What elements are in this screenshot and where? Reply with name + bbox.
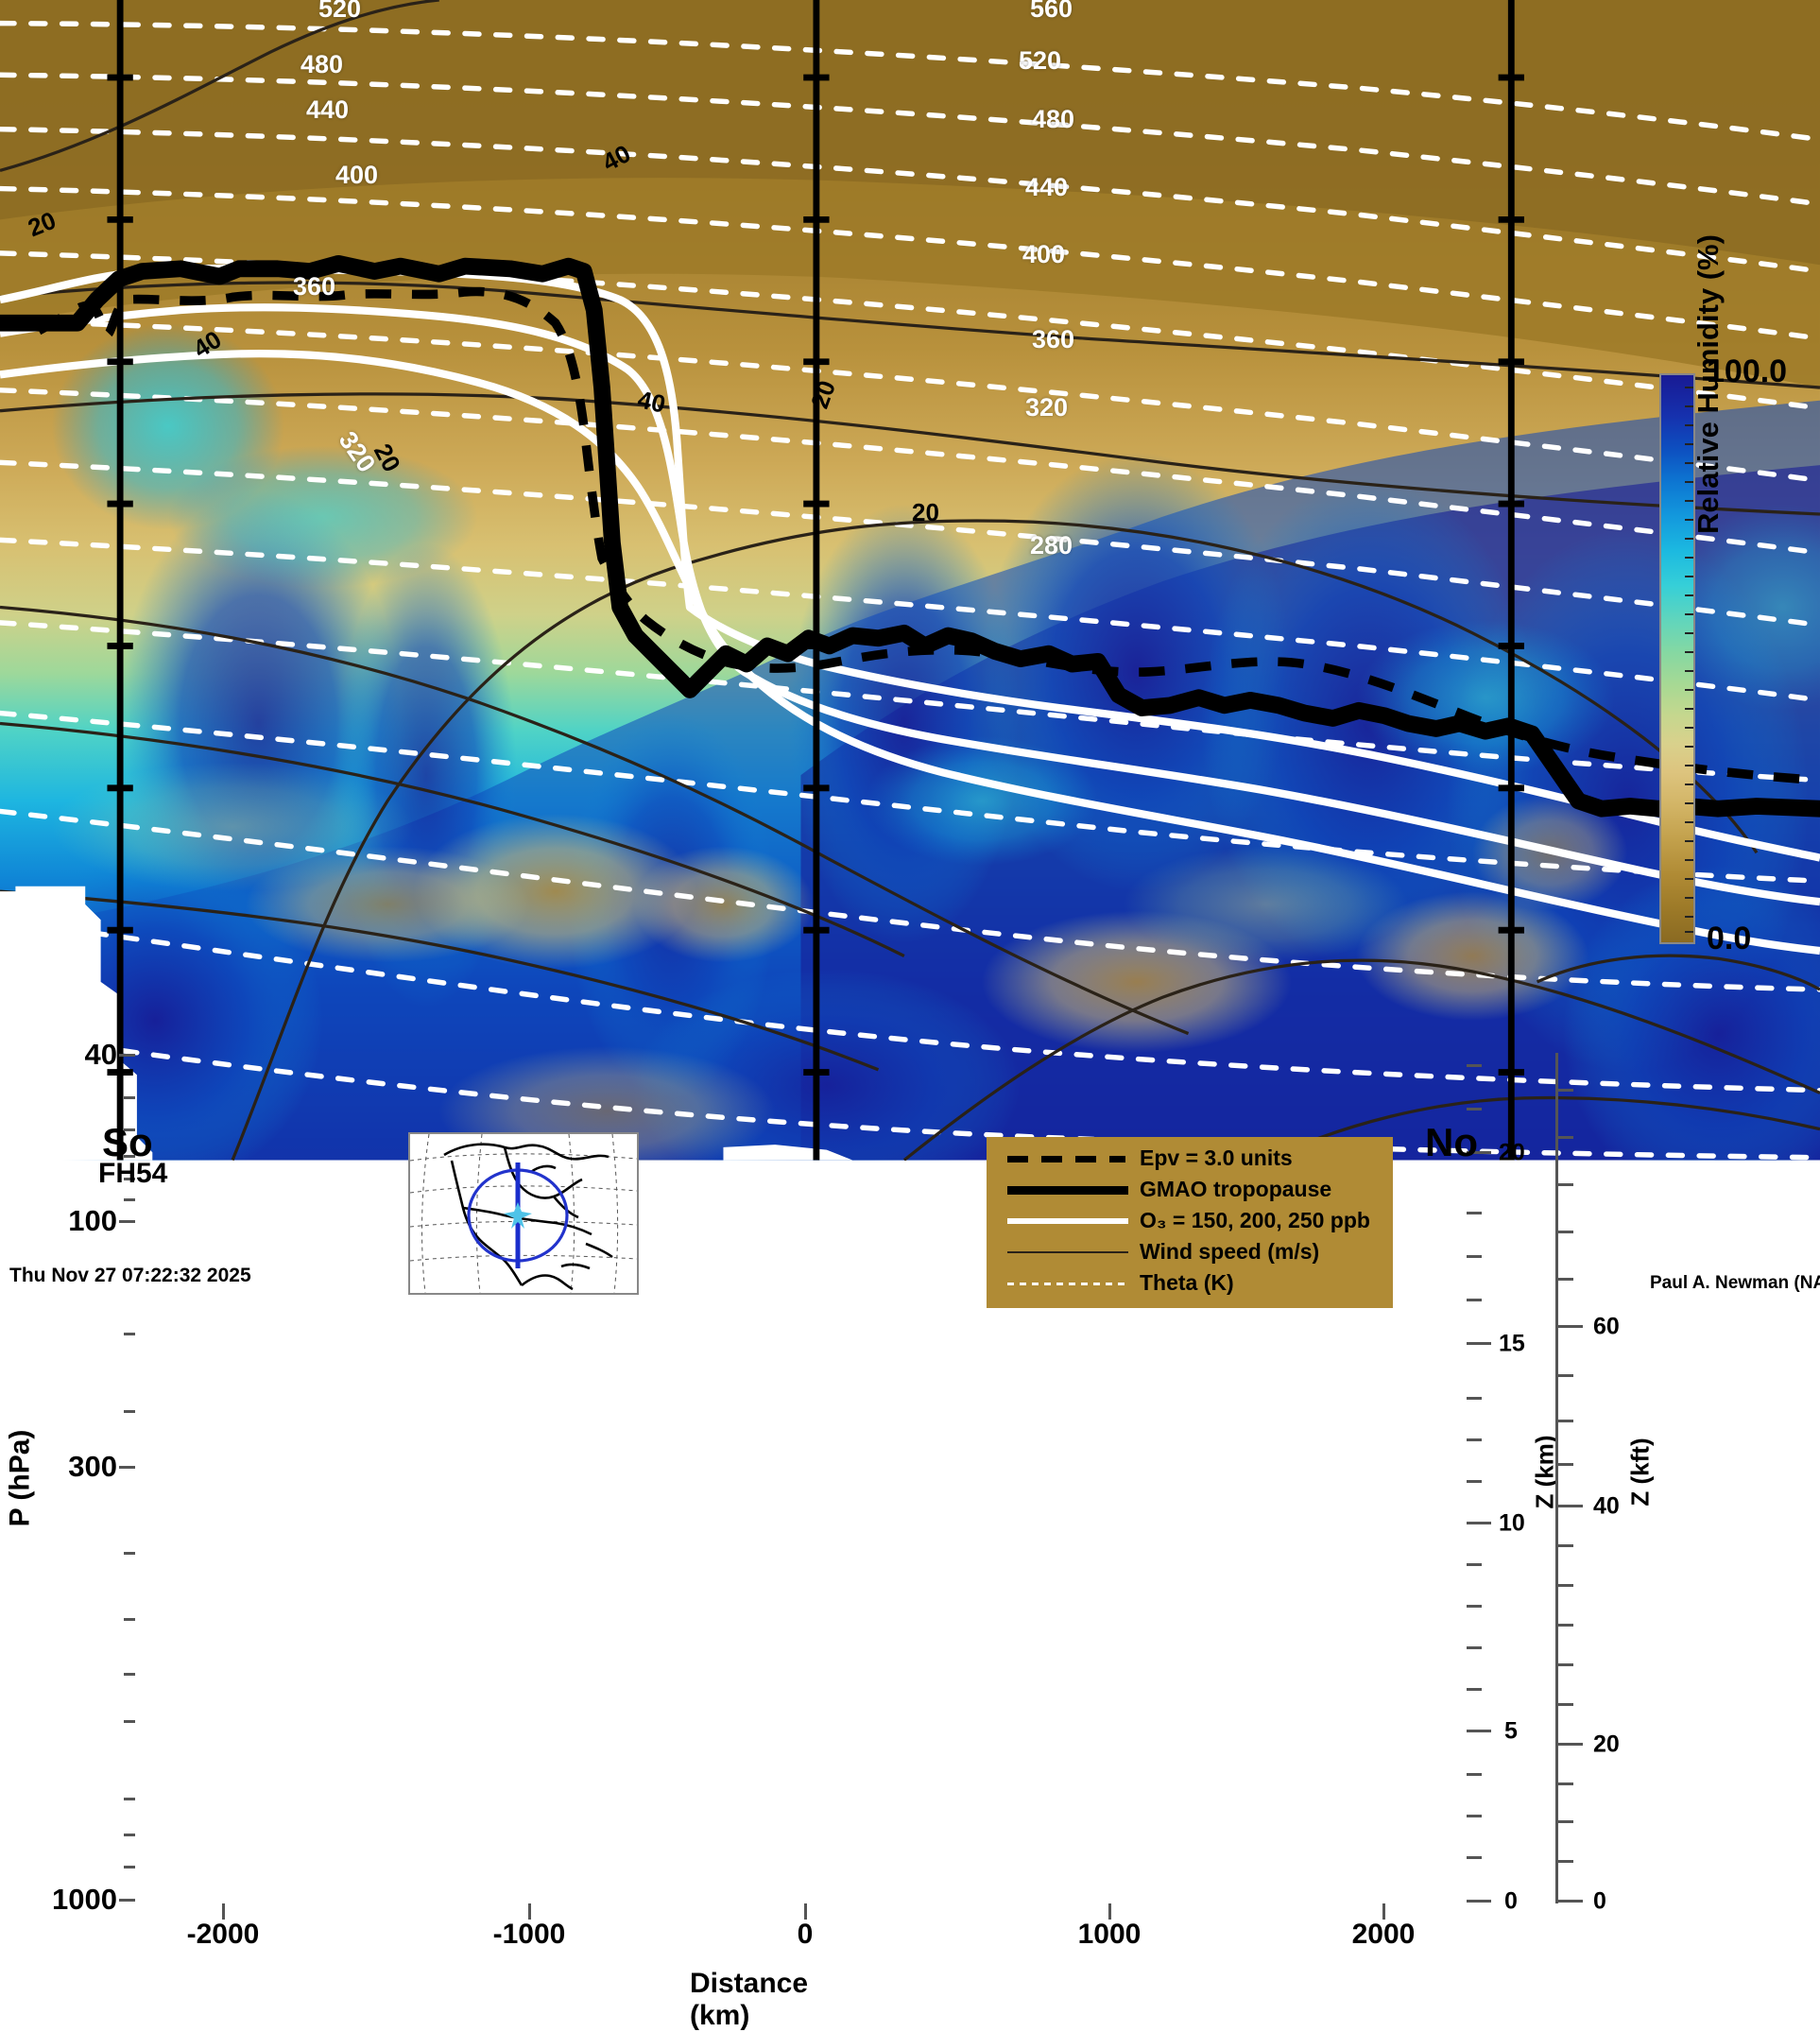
theta-label: 520 [318,0,362,23]
zkft-tick: 40 [1593,1492,1620,1520]
inset-location-map[interactable] [408,1132,639,1295]
inset-map-graphic [410,1134,637,1293]
white-dotted-line-icon [1007,1267,1140,1299]
north-endpoint-label: No [1425,1120,1478,1164]
x-tick: 0 [797,1919,814,1950]
theta-label: 400 [335,161,379,189]
legend-item-label: Theta (K) [1140,1270,1234,1295]
timestamp-label: Thu Nov 27 07:22:32 2025 [9,1265,251,1286]
zkm-tick: 5 [1504,1717,1518,1745]
white-line-icon [1007,1205,1140,1236]
legend-item: Wind speed (m/s) [987,1236,1393,1267]
p-tick: 40 [84,1038,117,1071]
p-tick: 100 [68,1204,117,1237]
theta-label: 480 [300,50,344,78]
theta-label: 480 [1032,105,1075,133]
theta-label: 280 [1030,531,1073,560]
theta-label: 440 [1025,173,1069,201]
p-tick: 1000 [52,1883,117,1916]
legend-item-label: Epv = 3.0 units [1140,1145,1293,1170]
theta-label: 520 [1019,46,1062,75]
transect-marker-lines [116,0,1515,1161]
wind-speed-contours [0,0,1820,1161]
x-tick: -2000 [186,1919,260,1950]
colorbar-max-label: 100.0 [1707,353,1788,389]
legend-item-label: O₃ = 150, 200, 250 ppb [1140,1208,1370,1232]
dashed-black-line-icon [1007,1143,1140,1174]
colorbar[interactable] [1659,373,1695,944]
zkm-tick: 0 [1504,1887,1518,1915]
legend-item: GMAO tropopause [987,1174,1393,1205]
gmao-tropopause [0,254,1820,818]
colorbar-title: Relative Humidity (%) [1691,234,1725,534]
legend-item: O₃ = 150, 200, 250 ppb [987,1205,1393,1236]
zkft-tick: 20 [1593,1731,1620,1758]
south-endpoint-label: So [102,1120,153,1164]
cross-section-plot[interactable]: 520 480 440 400 360 320 560 520 480 440 … [0,0,1820,1161]
x-tick: 1000 [1077,1919,1142,1950]
zkm-tick: 15 [1499,1330,1525,1357]
legend-item: Theta (K) [987,1267,1393,1299]
legend: Epv = 3.0 units GMAO tropopause O₃ = 150… [987,1137,1393,1308]
theta-label: 440 [306,95,350,124]
x-tick: 2000 [1351,1919,1416,1950]
zkft-axis-label: Z (kft) [1625,1438,1655,1507]
relative-humidity-field [0,0,1820,1161]
legend-item-label: Wind speed (m/s) [1140,1239,1320,1264]
epv-contour [36,286,1820,785]
pressure-axis-label: P (hPa) [4,1429,36,1527]
zkm-tick: 20 [1499,1139,1525,1166]
coastlines [443,1143,613,1291]
thin-black-line-icon [1007,1236,1140,1267]
credit-label: Paul A. Newman (NASA [1650,1273,1820,1293]
legend-item-label: GMAO tropopause [1140,1177,1332,1201]
legend-item: Epv = 3.0 units [987,1143,1393,1174]
theta-label: 320 [1025,393,1069,422]
thick-black-line-icon [1007,1174,1140,1205]
wind-label: 20 [912,498,939,526]
theta-label: 360 [1032,325,1075,353]
colorbar-min-label: 0.0 [1707,921,1752,956]
transect-marker-ticks [107,74,1524,1076]
zkm-tick: 10 [1499,1509,1525,1537]
forecast-hour-label: FH54 [98,1158,168,1189]
distance-axis-label: Distance (km) [690,1968,809,2031]
zkft-tick: 0 [1593,1887,1606,1915]
theta-label: 360 [293,272,336,301]
center-star-icon [504,1202,532,1229]
x-tick: -1000 [492,1919,566,1950]
theta-label: 400 [1022,240,1066,268]
theta-label: 560 [1030,0,1073,23]
